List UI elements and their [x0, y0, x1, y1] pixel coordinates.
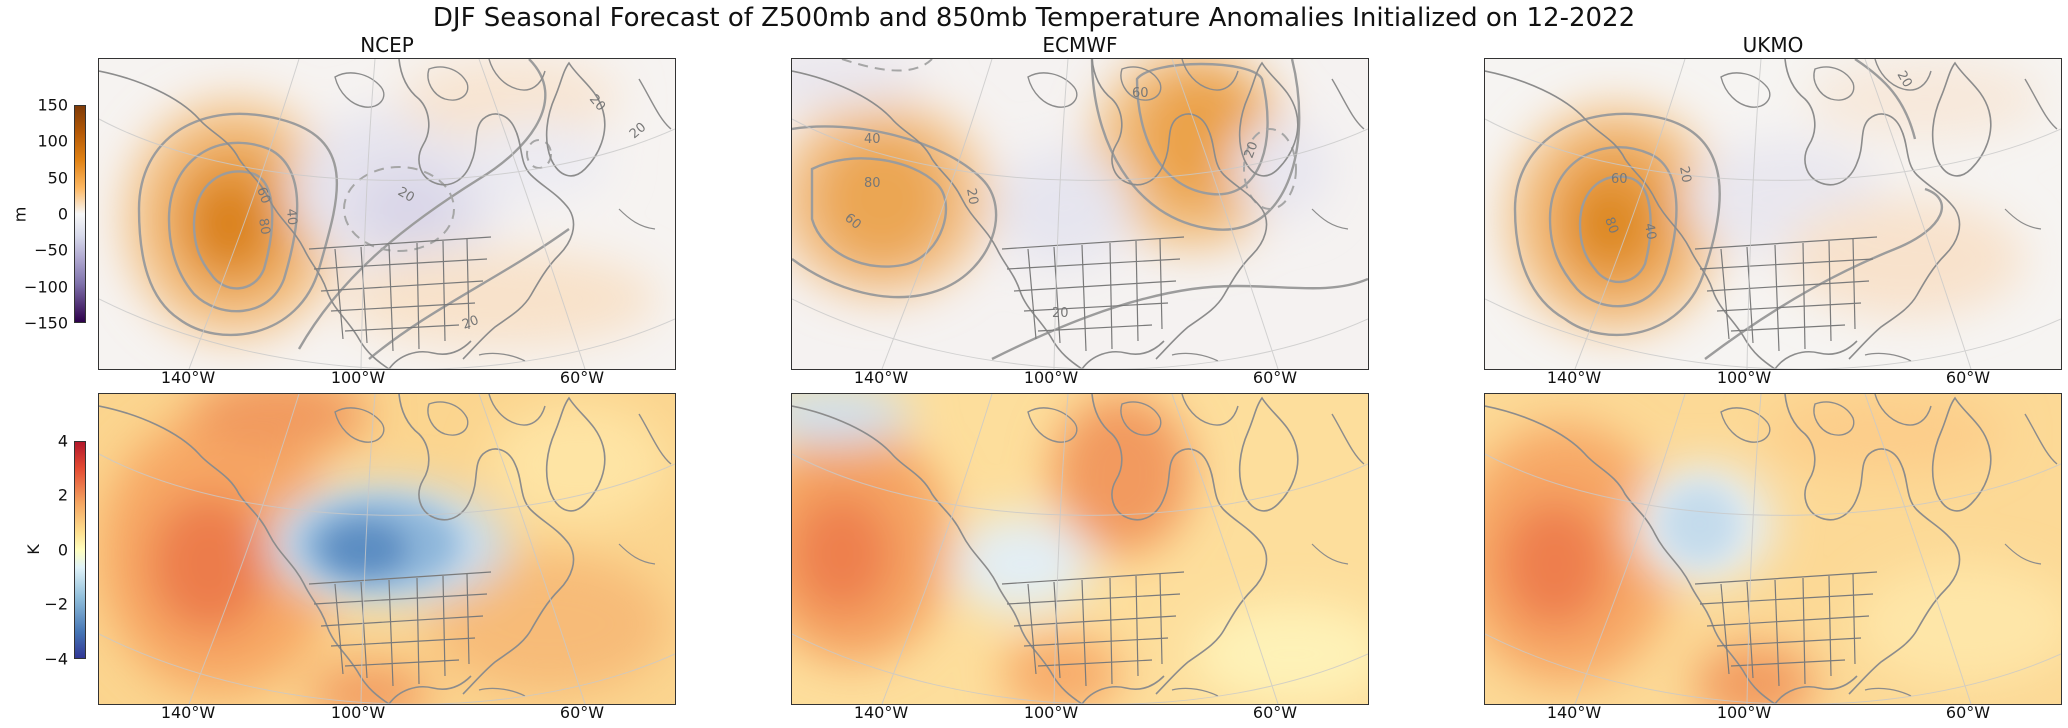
map-t850-ncep	[98, 393, 676, 705]
lon-label: 100°W	[330, 368, 386, 387]
column-title-ecmwf: ECMWF	[1042, 33, 1118, 57]
contour-label: 20	[1894, 69, 1915, 91]
colorbar-tick: 0	[57, 204, 68, 224]
contour-label: 80	[864, 176, 881, 191]
contour-label: 40	[283, 208, 299, 226]
lon-label: 100°W	[330, 703, 386, 722]
colorbar-tick: 100	[37, 131, 68, 151]
colorbar-tick: 50	[47, 168, 68, 188]
contour-label: 20	[963, 187, 981, 206]
lon-label: 60°W	[1252, 703, 1298, 722]
contour-label: 80	[255, 217, 273, 236]
lon-label: 100°W	[1023, 368, 1079, 387]
contour-label: 20	[1052, 306, 1069, 321]
contour-label: 60	[1132, 86, 1149, 101]
lon-label: 60°W	[559, 368, 605, 387]
lon-label: 140°W	[1546, 368, 1602, 387]
column-title-ncep: NCEP	[360, 33, 414, 57]
contour-label: 20	[1676, 165, 1694, 184]
colorbar-tick: −150	[24, 313, 68, 333]
lon-label: 140°W	[1546, 703, 1602, 722]
lon-label: 140°W	[160, 703, 216, 722]
lon-label: 140°W	[853, 703, 909, 722]
map-z500-ukmo: 60 80 40 20 20	[1484, 58, 2062, 370]
contour-label: 20	[395, 184, 417, 205]
lon-label: 140°W	[160, 368, 216, 387]
contour-label: 40	[864, 132, 881, 147]
lon-label: 140°W	[853, 368, 909, 387]
lon-label: 100°W	[1716, 368, 1772, 387]
figure-title: DJF Seasonal Forecast of Z500mb and 850m…	[432, 3, 1636, 33]
contour-label: 60	[253, 185, 273, 206]
map-z500-ecmwf: 40 80 60 60 20 20 20	[791, 58, 1369, 370]
lon-label: 60°W	[1945, 703, 1991, 722]
column-title-ukmo: UKMO	[1742, 33, 1804, 57]
colorbar-tick: −4	[44, 649, 68, 669]
colorbar-tick: 0	[57, 540, 68, 560]
map-t850-ukmo	[1484, 393, 2062, 705]
lon-label: 100°W	[1716, 703, 1772, 722]
contour-label: 40	[1641, 222, 1659, 241]
colorbar-z500	[74, 105, 86, 323]
colorbar-tick: −50	[34, 240, 68, 260]
lon-label: 60°W	[559, 703, 605, 722]
contour-label: 60	[1611, 172, 1628, 187]
contour-label: 20	[1242, 140, 1262, 161]
colorbar-tick: 4	[57, 431, 68, 451]
contour-label: 80	[1601, 215, 1621, 236]
colorbar-tick: −100	[24, 277, 68, 297]
map-z500-ncep: 60 80 40 20 20 20 20	[98, 58, 676, 370]
lon-label: 60°W	[1945, 368, 1991, 387]
lon-label: 100°W	[1023, 703, 1079, 722]
colorbar-tick: 2	[57, 485, 68, 505]
map-t850-ecmwf	[791, 393, 1369, 705]
colorbar-tick: −2	[44, 594, 68, 614]
lon-label: 60°W	[1252, 368, 1298, 387]
colorbar-t850	[74, 441, 86, 659]
colorbar-tick: 150	[37, 95, 68, 115]
contour-label: 20	[460, 313, 481, 333]
